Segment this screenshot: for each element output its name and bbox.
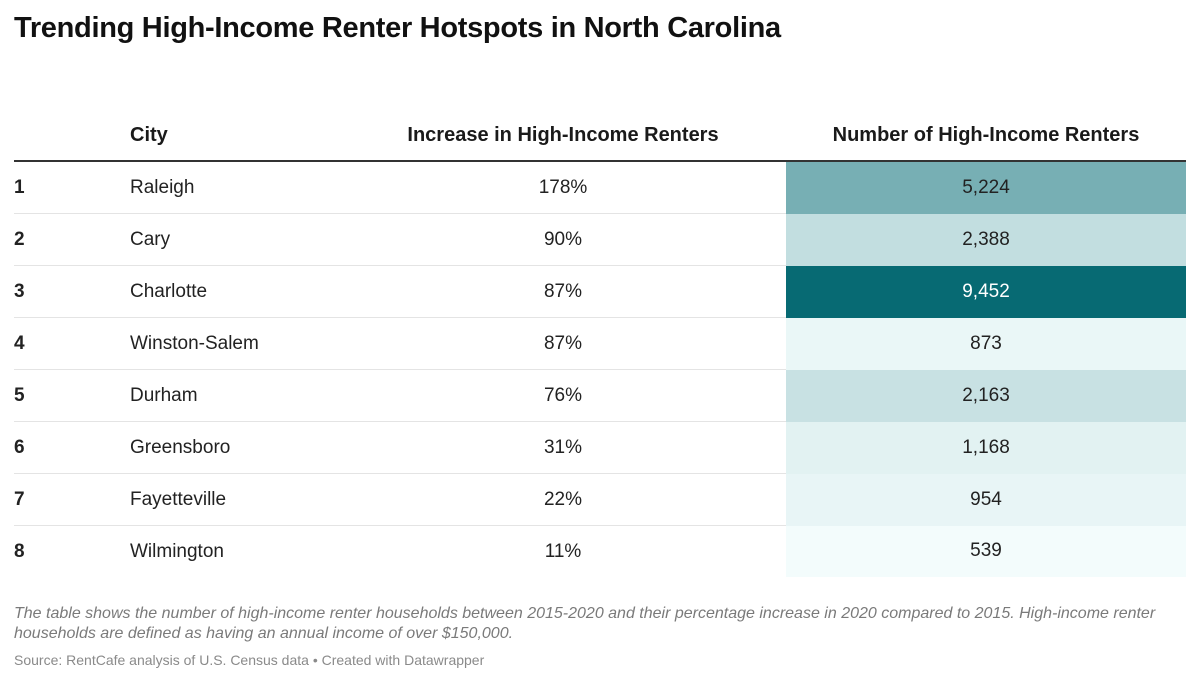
city-cell: Charlotte [130, 265, 340, 318]
table-note: The table shows the number of high-incom… [14, 605, 1156, 642]
number-cell: 2,163 [786, 369, 1186, 422]
table-header-row: City Increase in High-Income Renters Num… [14, 110, 1186, 162]
number-cell: 2,388 [786, 213, 1186, 266]
city-cell: Cary [130, 213, 340, 266]
city-cell: Raleigh [130, 161, 340, 214]
chart-title: Trending High-Income Renter Hotspots in … [14, 12, 781, 44]
city-cell: Wilmington [130, 540, 224, 562]
data-table: City Increase in High-Income Renters Num… [14, 110, 1186, 577]
table-row: 5 Durham 76% 2,163 [14, 369, 1186, 422]
table-row: 2 Cary 90% 2,388 [14, 213, 1186, 266]
table-body: 1 Raleigh 178% 5,224 2 Cary 90% 2,388 3 Charlotte… [14, 161, 1186, 577]
number-cell: 5,224 [786, 161, 1186, 214]
rank-cell: 1 [14, 161, 130, 214]
table-row: 4 Winston-Salem 87% 873 [14, 317, 1186, 370]
number-cell: 1,168 [786, 421, 1186, 474]
number-cell: 9,452 [786, 265, 1186, 318]
city-cell: Fayetteville [130, 473, 340, 526]
header-city: City [130, 110, 340, 162]
rank-cell: 2 [14, 213, 130, 266]
table-row: 3 Charlotte 87% 9,452 [14, 265, 1186, 318]
table-row: 6 Greensboro 31% 1,168 [14, 421, 1186, 474]
table-row: 8 Wilmington 11% 539 [14, 525, 1186, 577]
table-row: 1 Raleigh 178% 5,224 [14, 161, 1186, 214]
increase-cell: 31% [340, 421, 786, 474]
rank-cell: 6 [14, 421, 130, 474]
source-line: Source: RentCafe analysis of U.S. Census… [14, 652, 485, 668]
header-number: Number of High-Income Renters [786, 110, 1186, 162]
rank-cell: 8 [14, 540, 25, 562]
rank-cell: 5 [14, 369, 130, 422]
header-increase: Increase in High-Income Renters [340, 110, 786, 162]
number-cell: 873 [786, 317, 1186, 370]
number-cell: 954 [786, 473, 1186, 526]
city-cell: Winston-Salem [130, 317, 340, 370]
increase-cell: 76% [340, 369, 786, 422]
increase-cell: 87% [340, 265, 786, 318]
increase-cell: 90% [340, 213, 786, 266]
number-cell: 539 [786, 525, 1186, 577]
increase-cell: 178% [340, 161, 786, 214]
increase-cell: 87% [340, 317, 786, 370]
city-cell: Durham [130, 369, 340, 422]
increase-cell: 22% [340, 473, 786, 526]
city-cell: Greensboro [130, 421, 340, 474]
header-rank [14, 110, 130, 162]
rank-cell: 7 [14, 473, 130, 526]
rank-cell: 3 [14, 265, 130, 318]
increase-cell: 11% [544, 540, 582, 562]
rank-cell: 4 [14, 317, 130, 370]
table-row: 7 Fayetteville 22% 954 [14, 473, 1186, 526]
